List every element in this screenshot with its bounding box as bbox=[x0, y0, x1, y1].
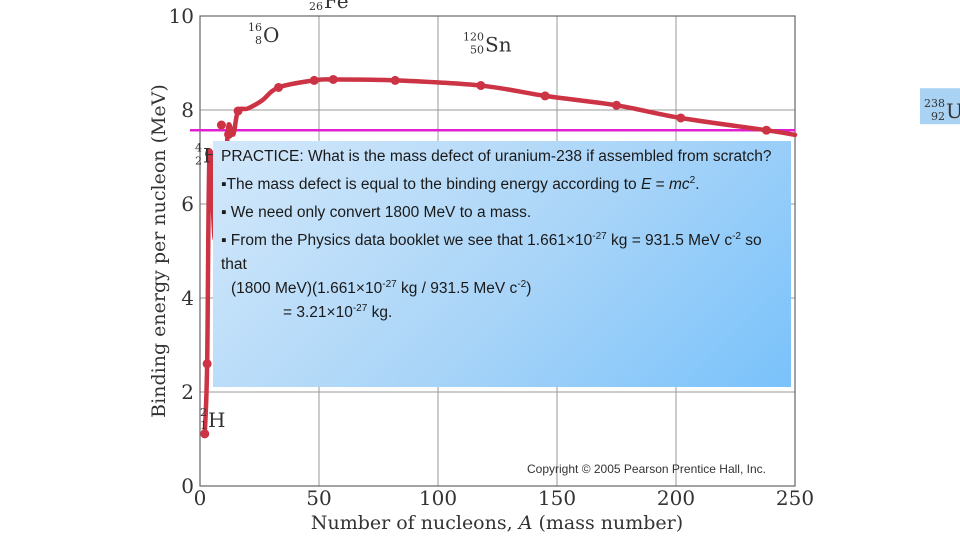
data-point-marker bbox=[216, 120, 226, 130]
element-symbol: O bbox=[263, 23, 279, 47]
atomic-number: 1 bbox=[200, 419, 207, 432]
data-point-marker bbox=[761, 125, 771, 135]
atomic-number: 50 bbox=[470, 44, 484, 57]
isotope-label-fe: 5626Fe bbox=[309, 0, 349, 13]
atomic-number: 92 bbox=[931, 110, 945, 123]
y-tick-label: 0 bbox=[181, 474, 194, 498]
uranium-highlight bbox=[920, 88, 960, 125]
y-tick-label: 8 bbox=[181, 98, 194, 122]
result-line: = 3.21×10-27 kg. bbox=[283, 303, 393, 322]
isotope-label-o: 168 O bbox=[248, 21, 279, 47]
data-point-marker bbox=[309, 75, 319, 85]
x-tick-label: 200 bbox=[657, 486, 695, 510]
mass-number: 120 bbox=[463, 31, 484, 44]
x-axis-title: Number of nucleons, A (mass number) bbox=[311, 512, 683, 534]
x-tick-label: 100 bbox=[419, 486, 457, 510]
x-tick-label: 0 bbox=[194, 486, 207, 510]
data-point-marker bbox=[612, 100, 621, 110]
data-booklet-statement: ▪ From the Physics data booklet we see t… bbox=[221, 231, 762, 274]
practice-question: PRACTICE: What is the mass defect of ura… bbox=[221, 148, 772, 165]
data-point-marker bbox=[328, 74, 338, 84]
mass-number: 4 bbox=[195, 142, 202, 155]
x-tick-label: 250 bbox=[776, 486, 814, 510]
data-point-marker bbox=[676, 113, 686, 123]
y-tick-label: 10 bbox=[169, 4, 194, 28]
y-tick-label: 6 bbox=[181, 192, 194, 216]
data-point-marker bbox=[233, 106, 243, 116]
x-tick-label: 150 bbox=[538, 486, 576, 510]
mass-number: 2 bbox=[200, 406, 207, 419]
x-tick-label: 50 bbox=[306, 486, 331, 510]
atomic-number: 2 bbox=[195, 155, 202, 168]
data-point-marker bbox=[202, 359, 212, 369]
data-point-marker bbox=[224, 129, 234, 139]
isotope-label-h: 21 H bbox=[200, 406, 225, 432]
plot-frame bbox=[199, 15, 796, 487]
markers-group bbox=[200, 74, 771, 439]
element-symbol: Fe bbox=[324, 0, 349, 13]
data-point-marker bbox=[390, 75, 400, 85]
data-point-marker bbox=[540, 91, 550, 101]
atomic-number: 26 bbox=[309, 0, 323, 13]
practice-box: PRACTICE: What is the mass defect of ura… bbox=[213, 141, 791, 387]
copyright-notice: Copyright © 2005 Pearson Prentice Hall, … bbox=[527, 462, 766, 476]
element-symbol: U bbox=[946, 99, 960, 123]
mass-defect-statement: ▪The mass defect is equal to the binding… bbox=[221, 175, 700, 194]
convert-statement: ▪ We need only convert 1800 MeV to a mas… bbox=[221, 204, 532, 221]
y-axis-title: Binding energy per nucleon (MeV) bbox=[148, 84, 170, 418]
element-symbol: Sn bbox=[485, 33, 512, 57]
mass-number: 238 bbox=[924, 97, 945, 110]
calculation-line: (1800 MeV)(1.661×10-27 kg / 931.5 MeV c-… bbox=[231, 279, 532, 298]
data-point-marker bbox=[476, 81, 486, 91]
y-tick-label: 2 bbox=[181, 380, 194, 404]
mass-number: 16 bbox=[248, 21, 262, 34]
atomic-number: 8 bbox=[255, 34, 262, 47]
element-symbol: H bbox=[208, 408, 225, 432]
data-point-marker bbox=[274, 82, 284, 92]
data-point-marker bbox=[205, 149, 215, 159]
y-tick-label: 4 bbox=[181, 286, 194, 310]
data-point-marker bbox=[200, 429, 210, 439]
